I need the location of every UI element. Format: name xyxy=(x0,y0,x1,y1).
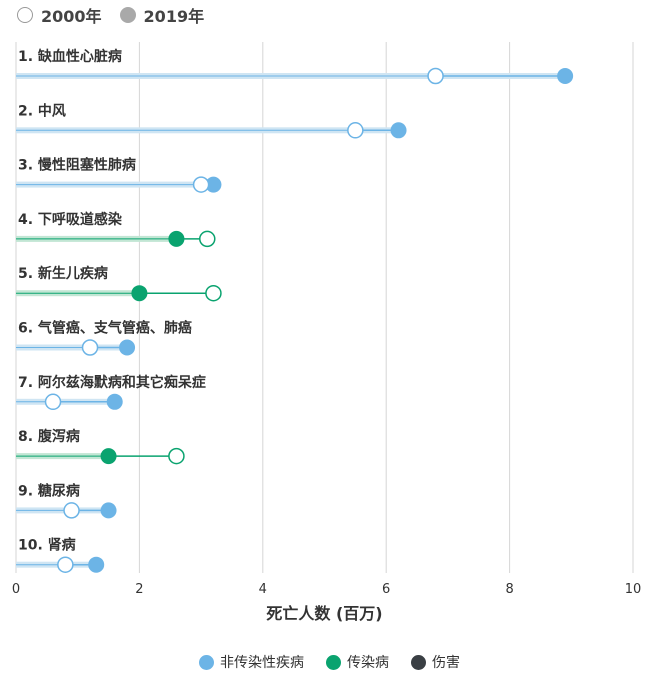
point-2019 xyxy=(390,122,407,139)
point-2019 xyxy=(88,556,105,573)
chart-row: 10. 肾病 xyxy=(16,537,105,573)
point-2000 xyxy=(192,176,210,193)
disease-label: 10. 肾病 xyxy=(18,537,76,554)
point-2000 xyxy=(81,339,99,356)
disease-label: 4. 下呼吸道感染 xyxy=(18,211,123,228)
point-2000 xyxy=(63,502,80,519)
x-axis-ticks: 0 2 4 6 8 10 xyxy=(12,582,641,597)
open-circle-icon xyxy=(17,7,33,23)
disease-label: 5. 新生儿疾病 xyxy=(18,265,108,282)
chart-row: 8. 腹泻病 xyxy=(16,428,185,465)
x-tick-label: 6 xyxy=(382,582,390,597)
legend-dot-icon xyxy=(326,654,341,670)
chart-row: 7. 阿尔兹海默病和其它痴呆症 xyxy=(16,374,206,411)
legend-category-label: 非传染性疾病 xyxy=(220,655,304,671)
disease-label: 7. 阿尔兹海默病和其它痴呆症 xyxy=(18,374,206,391)
x-tick-label: 8 xyxy=(505,582,513,597)
legend-item-2019: 2019年 xyxy=(119,3,205,27)
dumbbell-chart: 1. 缺血性心脏病 2. 中风 3. 慢性阻塞性肺病 4. 下呼吸道感染 5. 新生儿疾… xyxy=(12,42,641,623)
legend-label-2019: 2019年 xyxy=(143,7,205,26)
point-2019 xyxy=(557,68,574,84)
x-tick-label: 10 xyxy=(625,582,642,597)
x-tick-label: 0 xyxy=(12,582,20,597)
disease-label: 9. 糖尿病 xyxy=(18,482,80,499)
legend-item-2000: 2000年 xyxy=(17,3,102,27)
legend-label-2000: 2000年 xyxy=(41,7,102,26)
point-2019 xyxy=(168,230,185,247)
chart-row: 9. 糖尿病 xyxy=(16,482,117,519)
x-tick-label: 4 xyxy=(259,582,267,597)
point-2019 xyxy=(119,339,136,356)
chart-row: 3. 慢性阻塞性肺病 xyxy=(16,157,222,193)
legend-dot-icon xyxy=(411,654,426,670)
chart-row: 1. 缺血性心脏病 xyxy=(16,48,574,85)
point-2019 xyxy=(100,448,117,465)
bottom-legend: 非传染性疾病 传染病 伤害 xyxy=(0,652,659,672)
legend-dot-icon xyxy=(199,654,214,670)
top-legend: 2000年 2019年 xyxy=(17,4,204,26)
chart-row: 2. 中风 xyxy=(16,102,407,139)
point-2019 xyxy=(131,285,148,302)
chart-row: 5. 新生儿疾病 xyxy=(16,265,222,302)
legend-item-category: 伤害 xyxy=(411,652,460,672)
disease-label: 8. 腹泻病 xyxy=(18,428,80,445)
legend-category-label: 传染病 xyxy=(347,655,389,671)
chart-row: 4. 下呼吸道感染 xyxy=(16,211,216,248)
x-axis-title: 死亡人数 (百万) xyxy=(266,604,382,623)
point-2019 xyxy=(205,176,222,193)
point-2000 xyxy=(205,284,222,302)
point-2019 xyxy=(100,502,117,519)
legend-item-category: 传染病 xyxy=(326,652,389,672)
point-2000 xyxy=(168,447,185,465)
legend-item-category: 非传染性疾病 xyxy=(199,652,304,672)
point-2000 xyxy=(57,556,74,573)
point-2000 xyxy=(347,122,364,139)
legend-category-label: 伤害 xyxy=(432,655,460,671)
point-2000 xyxy=(427,67,444,85)
disease-label: 2. 中风 xyxy=(18,102,66,119)
disease-label: 3. 慢性阻塞性肺病 xyxy=(18,157,136,174)
point-2000 xyxy=(199,230,216,248)
disease-label: 1. 缺血性心脏病 xyxy=(18,48,122,65)
point-2000 xyxy=(44,393,62,411)
grid-lines xyxy=(15,42,634,573)
chart-row: 6. 气管癌、支气管癌、肺癌 xyxy=(16,320,192,356)
chart-rows: 1. 缺血性心脏病 2. 中风 3. 慢性阻塞性肺病 4. 下呼吸道感染 5. 新生儿疾… xyxy=(16,48,574,573)
x-tick-label: 2 xyxy=(135,582,143,597)
point-2019 xyxy=(106,393,123,410)
filled-circle-icon xyxy=(119,7,136,23)
disease-label: 6. 气管癌、支气管癌、肺癌 xyxy=(18,320,192,337)
